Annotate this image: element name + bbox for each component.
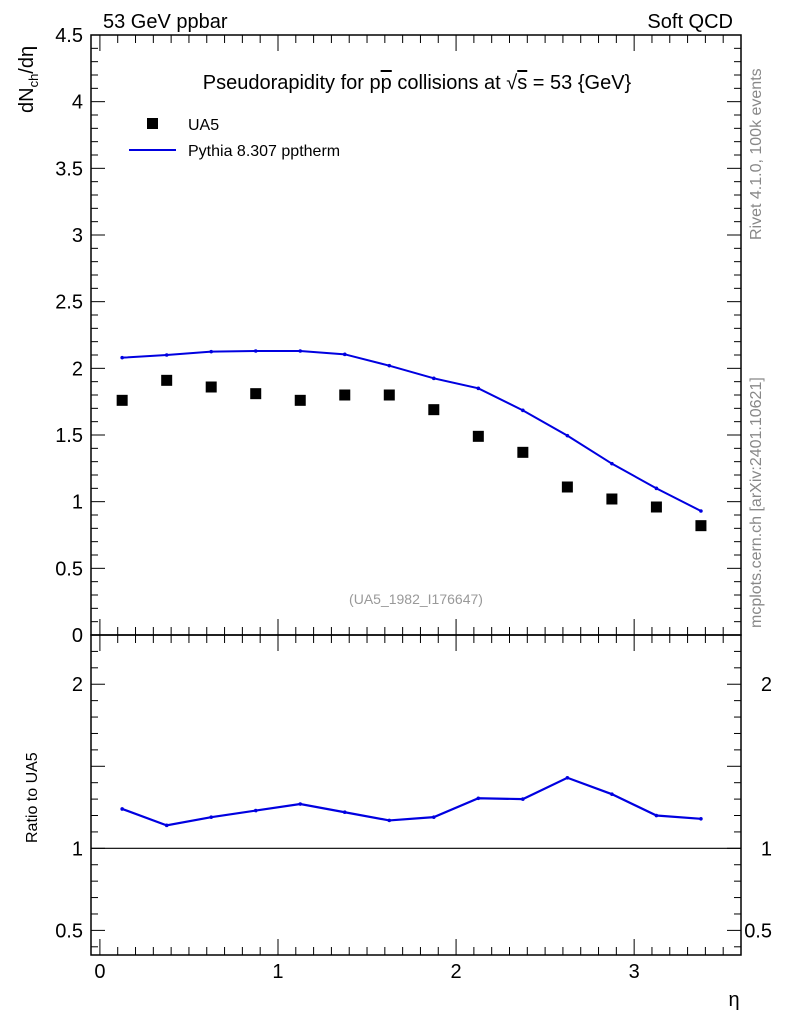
ratio-point <box>342 810 347 815</box>
pythia-point <box>476 386 481 391</box>
ratio-y-tick-label: 2 <box>72 674 83 696</box>
main-y-tick-label: 3 <box>72 225 83 247</box>
ratio-point <box>432 815 436 819</box>
main-y-tick-label: 3.5 <box>55 158 83 180</box>
ua5-marker <box>606 493 618 505</box>
pythia-point <box>253 349 258 353</box>
ratio-point <box>298 802 303 806</box>
x-tick-label: 0 <box>94 961 105 983</box>
ratio-point <box>120 807 124 811</box>
mcplots-label: mcplots.cern.ch [arXiv:2401.10621] <box>748 377 765 628</box>
pythia-point <box>432 376 436 381</box>
ratio-point <box>164 823 169 828</box>
pythia-point <box>610 461 614 466</box>
ratio-line <box>121 776 702 827</box>
pythia-point <box>342 352 347 357</box>
main-y-axis: 0 0.5 1 1.5 2 2.5 3 3.5 4 4.5 <box>55 25 741 647</box>
pythia-point <box>164 353 169 357</box>
legend-ua5-label: UA5 <box>188 117 219 134</box>
x-axis-label: η <box>728 989 739 1011</box>
ua5-marker <box>294 394 306 406</box>
ratio-y-tick-label-right: 2 <box>761 674 772 696</box>
main-y-tick-label: 0.5 <box>55 558 83 580</box>
pythia-point <box>298 349 303 353</box>
x-tick-label: 2 <box>451 961 462 983</box>
legend-pythia-label: Pythia 8.307 pptherm <box>188 143 340 160</box>
ratio-x-axis: 0 1 2 3 <box>94 635 742 983</box>
main-y-tick-label: 0 <box>72 625 83 647</box>
ratio-point <box>209 815 214 819</box>
ua5-marker <box>383 389 395 401</box>
main-y-tick-label: 1.5 <box>55 425 83 447</box>
ratio-point <box>610 792 614 796</box>
ratio-point <box>654 813 659 818</box>
main-y-tick-label: 4 <box>72 92 83 114</box>
pythia-point <box>120 355 124 360</box>
main-y-label: dNch/dη <box>16 46 41 113</box>
pythia-line <box>122 350 702 512</box>
ua5-marker <box>561 481 573 493</box>
pythia-point <box>699 509 703 513</box>
ua5-marker <box>205 381 217 393</box>
ua5-marker <box>428 404 440 416</box>
pythia-point <box>521 408 525 413</box>
ratio-point <box>521 797 525 801</box>
pythia-point <box>387 363 392 368</box>
ratio-y-tick-label-right: 1 <box>761 838 772 860</box>
ua5-marker <box>161 374 173 386</box>
ratio-point <box>253 808 258 813</box>
x-tick-label: 1 <box>272 961 283 983</box>
legend: UA5 Pythia 8.307 pptherm <box>129 117 340 160</box>
ratio-frame <box>90 634 742 956</box>
pythia-point <box>565 433 570 438</box>
header-right: Soft QCD <box>647 11 733 33</box>
plot-title: Pseudorapidity for pp collisions at √s =… <box>203 72 632 94</box>
ua5-marker <box>339 389 351 401</box>
ua5-marker <box>116 394 128 406</box>
ratio-point <box>476 796 481 801</box>
main-y-tick-label: 4.5 <box>55 25 83 47</box>
ratio-y-tick-label-right: 0.5 <box>744 920 772 942</box>
ua5-marker <box>472 430 484 442</box>
ratio-point <box>565 775 570 780</box>
ua5-marker <box>695 520 707 532</box>
x-tick-label: 3 <box>629 961 640 983</box>
ratio-y-tick-label: 0.5 <box>55 920 83 942</box>
ua5-marker <box>650 501 662 513</box>
ratio-y-tick-label: 1 <box>72 838 83 860</box>
ratio-panel: 0.5 0.5 1 1 2 2 0 1 2 3 Ratio to UA5 η <box>24 634 772 1011</box>
ratio-series <box>91 775 741 849</box>
main-y-tick-label: 2.5 <box>55 292 83 314</box>
pythia-point <box>654 486 659 491</box>
main-y-tick-label: 1 <box>72 492 83 514</box>
main-x-ticks <box>99 35 742 635</box>
pythia-point <box>209 349 214 354</box>
ratio-y-axis: 0.5 0.5 1 1 2 2 <box>55 634 772 948</box>
ratio-point <box>699 816 703 821</box>
main-series <box>116 349 707 532</box>
ua5-marker <box>517 446 529 458</box>
analysis-watermark: (UA5_1982_I176647) <box>349 591 483 607</box>
main-y-tick-label: 2 <box>72 358 83 380</box>
rivet-label: Rivet 4.1.0, 100k events <box>748 68 765 240</box>
legend-ua5-marker <box>147 118 158 129</box>
ratio-y-label: Ratio to UA5 <box>24 752 41 843</box>
ratio-point <box>387 818 392 823</box>
main-panel: 0 0.5 1 1.5 2 2.5 3 3.5 4 4.5 Pseudorapidity for … <box>16 25 742 647</box>
ua5-marker <box>250 388 262 400</box>
header-left: 53 GeV ppbar <box>103 11 228 33</box>
